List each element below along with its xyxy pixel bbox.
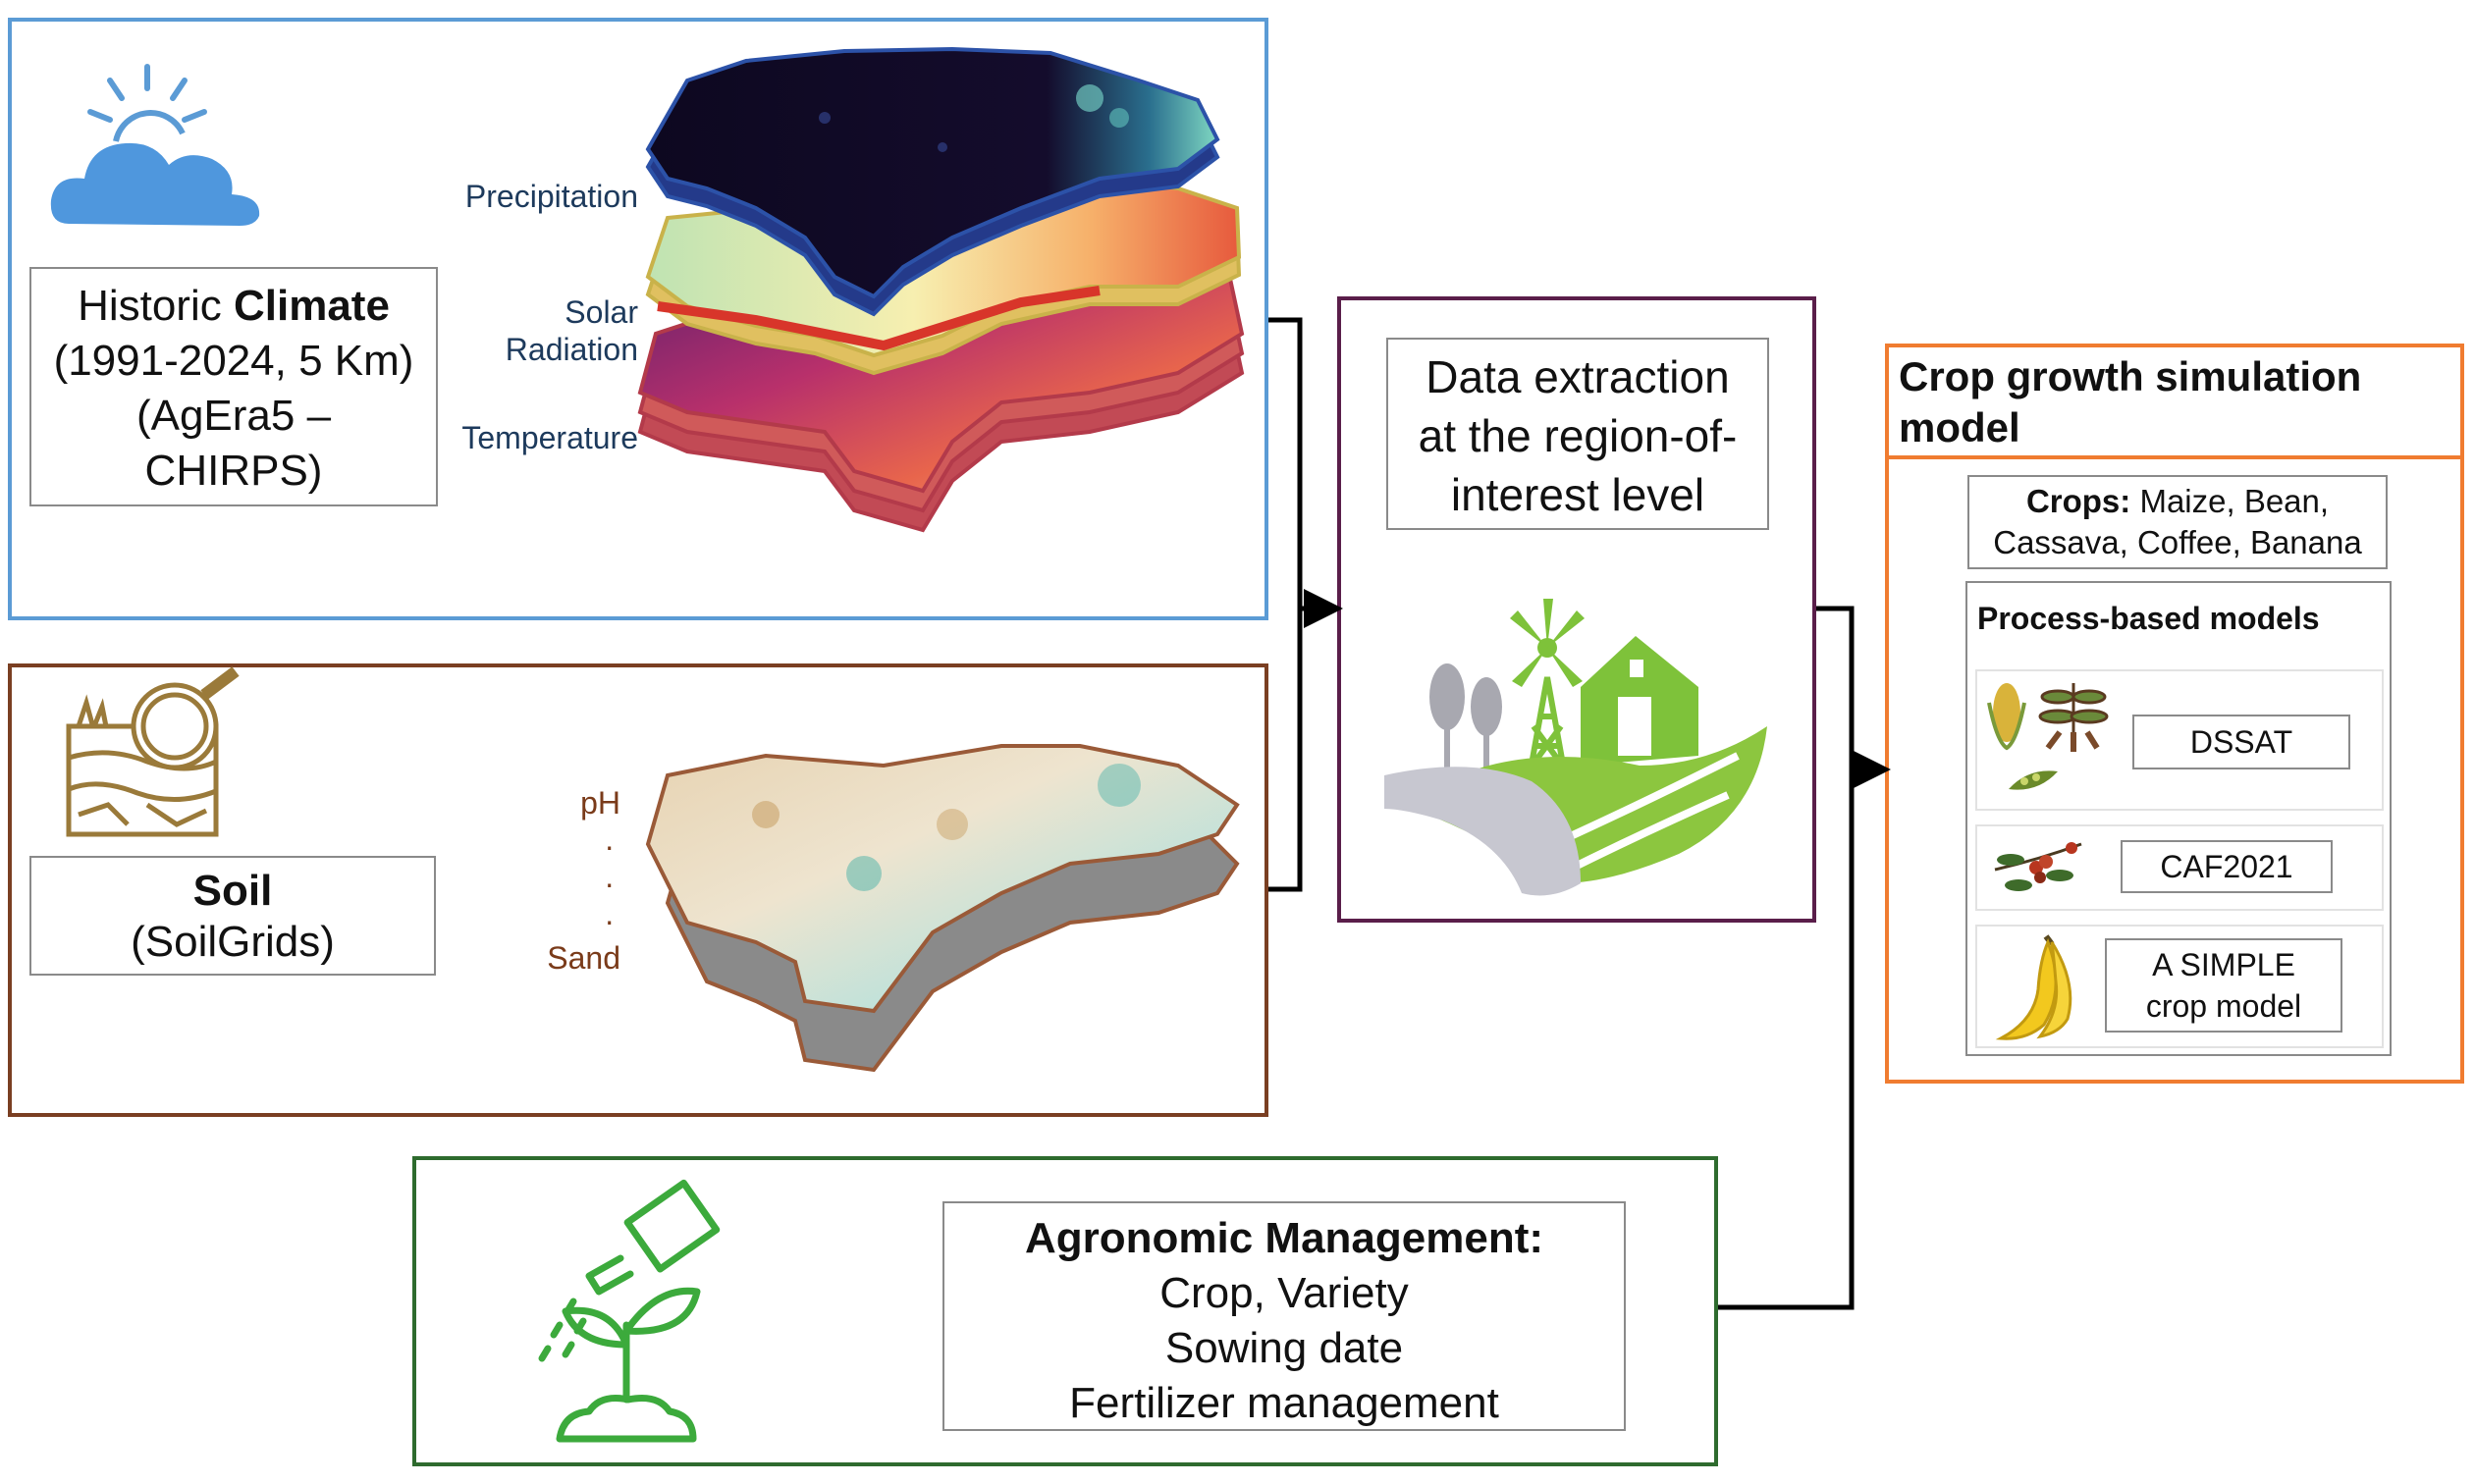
climate-period: (1991-2024, 5 Km) <box>53 337 414 385</box>
climate-title-prefix: Historic <box>78 282 234 330</box>
crop-model-title-1: Crop growth simulation <box>1899 353 2362 399</box>
model-caf2021-label: CAF2021 <box>2121 840 2333 893</box>
watering-can-plant-icon <box>538 1179 721 1443</box>
model-simple-label-2: crop model <box>2145 988 2302 1024</box>
soil-title: Soil <box>192 867 273 915</box>
model-simple-label: A SIMPLE crop model <box>2105 938 2342 1033</box>
crops-list-2: Cassava, Coffee, Banana <box>1993 524 2362 560</box>
soil-dot-1: · <box>604 828 615 864</box>
sand-label: Sand <box>547 940 620 976</box>
model-row-simple <box>1975 925 2384 1048</box>
extraction-line-2: at the region-of- <box>1418 410 1738 461</box>
process-models-title: Process-based models <box>1977 601 2320 636</box>
soil-source: (SoilGrids) <box>131 918 335 966</box>
crops-label: Crops: <box>2025 483 2131 519</box>
coffee-branch-icon <box>1994 842 2082 891</box>
extraction-textbox: Data extraction at the region-of- intere… <box>1386 338 1769 530</box>
climate-layers-map <box>637 46 1245 533</box>
solar-label-2: Radiation <box>505 332 638 367</box>
soil-textbox: Soil (SoilGrids) <box>29 856 436 976</box>
climate-source-1: (AgEra5 – <box>135 392 332 440</box>
agronomic-item-sowing-date: Sowing date <box>1164 1324 1404 1372</box>
soil-dot-2: · <box>604 866 615 901</box>
crops-list-1: Maize, Bean, <box>2130 483 2330 519</box>
soil-magnifier-icon <box>66 666 240 837</box>
model-row-caf2021 <box>1975 824 2384 911</box>
ph-label: pH <box>580 785 620 821</box>
agronomic-item-crop-variety: Crop, Variety <box>1159 1269 1409 1317</box>
banana-icon <box>1995 934 2072 1040</box>
farm-windmill-icon <box>1384 599 1767 896</box>
extraction-line-1: Data extraction <box>1426 351 1730 402</box>
sun-cloud-icon <box>50 64 260 226</box>
crop-model-header: Crop growth simulation model <box>1889 347 2460 459</box>
temperature-label: Temperature <box>461 420 638 455</box>
model-dssat-label: DSSAT <box>2132 715 2350 769</box>
maize-cassava-bean-icon <box>1987 683 2109 790</box>
model-simple-label-1: A SIMPLE <box>2152 947 2295 982</box>
soil-layers-map <box>645 744 1240 1073</box>
agronomic-textbox: Agronomic Management: Crop, Variety Sowi… <box>942 1201 1626 1431</box>
agronomic-item-fertilizer: Fertilizer management <box>1069 1379 1499 1427</box>
crop-model-title-2: model <box>1899 404 2020 450</box>
climate-title: Climate <box>233 282 390 330</box>
crops-textbox: Crops: Maize, Bean, Cassava, Coffee, Ban… <box>1967 475 2388 569</box>
climate-textbox: Historic Climate (1991-2024, 5 Km) (AgEr… <box>29 267 438 506</box>
extraction-line-3: interest level <box>1450 469 1705 520</box>
soil-dot-3: · <box>604 903 615 938</box>
model-row-dssat <box>1975 669 2384 811</box>
agronomic-title: Agronomic Management: <box>1024 1214 1544 1262</box>
precipitation-label: Precipitation <box>464 179 638 214</box>
solar-label-1: Solar <box>565 294 638 330</box>
climate-source-2: CHIRPS) <box>144 447 323 495</box>
